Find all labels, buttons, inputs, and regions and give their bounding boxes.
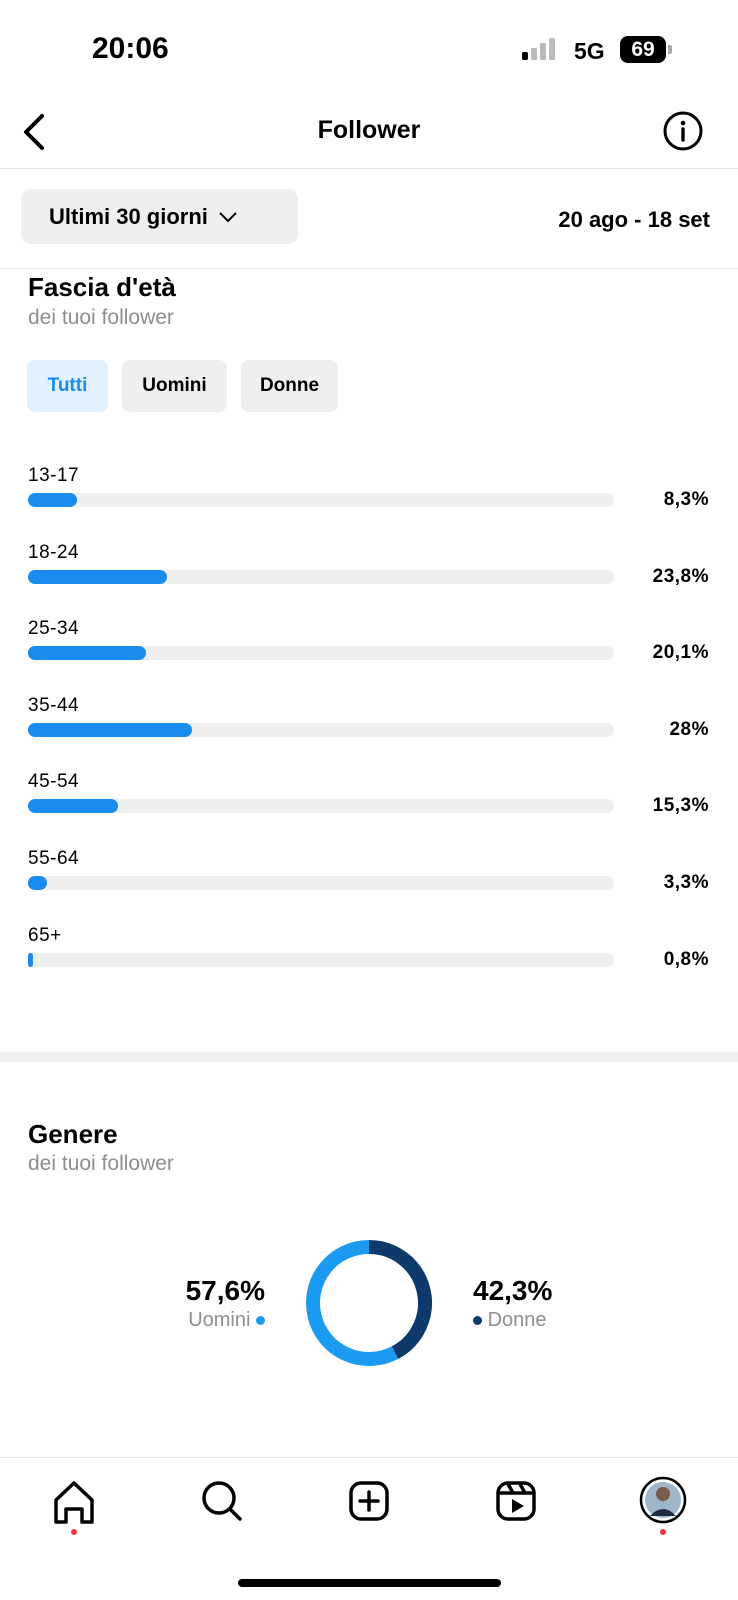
age-label: 55-64 bbox=[28, 848, 80, 869]
profile-tab[interactable] bbox=[639, 1476, 687, 1524]
period-text: Ultimi 30 giorni bbox=[49, 203, 208, 229]
back-button[interactable] bbox=[20, 112, 50, 152]
age-label: 45-54 bbox=[28, 771, 80, 793]
section-separator bbox=[0, 1052, 738, 1062]
bar-track bbox=[28, 952, 614, 967]
age-label: 25-34 bbox=[28, 618, 80, 640]
donut-segment bbox=[368, 1240, 432, 1359]
chevron-icon bbox=[219, 211, 237, 222]
legend-dot bbox=[256, 1316, 265, 1326]
age-label: 65+ bbox=[28, 924, 62, 946]
legend-right: 42,3% Donne bbox=[473, 1275, 552, 1332]
section-subtitle: dei tuoi follower bbox=[28, 1152, 174, 1175]
search-tab[interactable] bbox=[202, 1481, 242, 1521]
home-tab[interactable] bbox=[54, 1481, 94, 1524]
bar bbox=[28, 799, 118, 814]
bar bbox=[28, 493, 77, 507]
home-indicator bbox=[238, 1579, 501, 1587]
legend-dot bbox=[473, 1316, 482, 1326]
value-label: 0,8% bbox=[663, 948, 709, 970]
battery-tip bbox=[668, 45, 672, 54]
value-label: 8,3% bbox=[663, 489, 709, 510]
value-label: 15,3% bbox=[652, 795, 709, 817]
notification-dot bbox=[660, 1529, 666, 1535]
network-type: 5G bbox=[574, 38, 605, 64]
section-title: Fascia d'età bbox=[28, 272, 176, 302]
bar-track bbox=[28, 876, 614, 890]
info-button[interactable] bbox=[662, 110, 704, 152]
age-label: 18-24 bbox=[28, 541, 80, 563]
period-dropdown[interactable]: Ultimi 30 giorni bbox=[21, 189, 298, 244]
date-range: 20 ago - 18 set bbox=[558, 207, 710, 232]
divider bbox=[0, 1457, 738, 1458]
value-label: 3,3% bbox=[663, 872, 709, 893]
bar-track bbox=[28, 722, 614, 737]
section-title: Genere bbox=[28, 1119, 118, 1149]
tab[interactable]: Uomini bbox=[122, 360, 227, 412]
bar-track bbox=[28, 799, 614, 814]
bar bbox=[28, 646, 146, 661]
legend-left: 57,6% Uomini bbox=[186, 1275, 265, 1332]
section-subtitle: dei tuoi follower bbox=[28, 306, 174, 329]
bar bbox=[28, 569, 168, 584]
percent-label: 42,3% bbox=[473, 1275, 553, 1306]
age-label: 13-17 bbox=[28, 465, 80, 486]
value-label: 28% bbox=[669, 718, 709, 740]
bar bbox=[28, 722, 193, 737]
value-label: 23,8% bbox=[652, 565, 709, 587]
bar-track bbox=[28, 646, 614, 661]
donut-segment bbox=[306, 1240, 399, 1366]
reels-tab[interactable] bbox=[496, 1481, 536, 1521]
legend-label: Donne bbox=[487, 1309, 547, 1331]
signal-icon bbox=[522, 38, 555, 60]
bar bbox=[28, 876, 48, 890]
notification-dot bbox=[71, 1529, 77, 1535]
tab[interactable]: Tutti bbox=[27, 360, 108, 412]
age-label: 35-44 bbox=[28, 694, 80, 716]
gender-donut bbox=[306, 1240, 432, 1366]
bottom-nav bbox=[54, 1476, 687, 1535]
percent-label: 57,6% bbox=[185, 1275, 265, 1306]
divider bbox=[0, 268, 738, 269]
divider bbox=[0, 168, 738, 169]
bar bbox=[28, 952, 33, 967]
status-time: 20:06 bbox=[92, 32, 169, 65]
create-tab[interactable] bbox=[349, 1481, 389, 1521]
header-title: Follower bbox=[317, 116, 421, 144]
battery: 69 bbox=[620, 36, 666, 63]
bar-track bbox=[28, 493, 614, 507]
bar-track bbox=[28, 569, 614, 584]
value-label: 20,1% bbox=[652, 642, 709, 664]
legend-label: Uomini bbox=[188, 1309, 251, 1331]
tab[interactable]: Donne bbox=[241, 360, 338, 412]
